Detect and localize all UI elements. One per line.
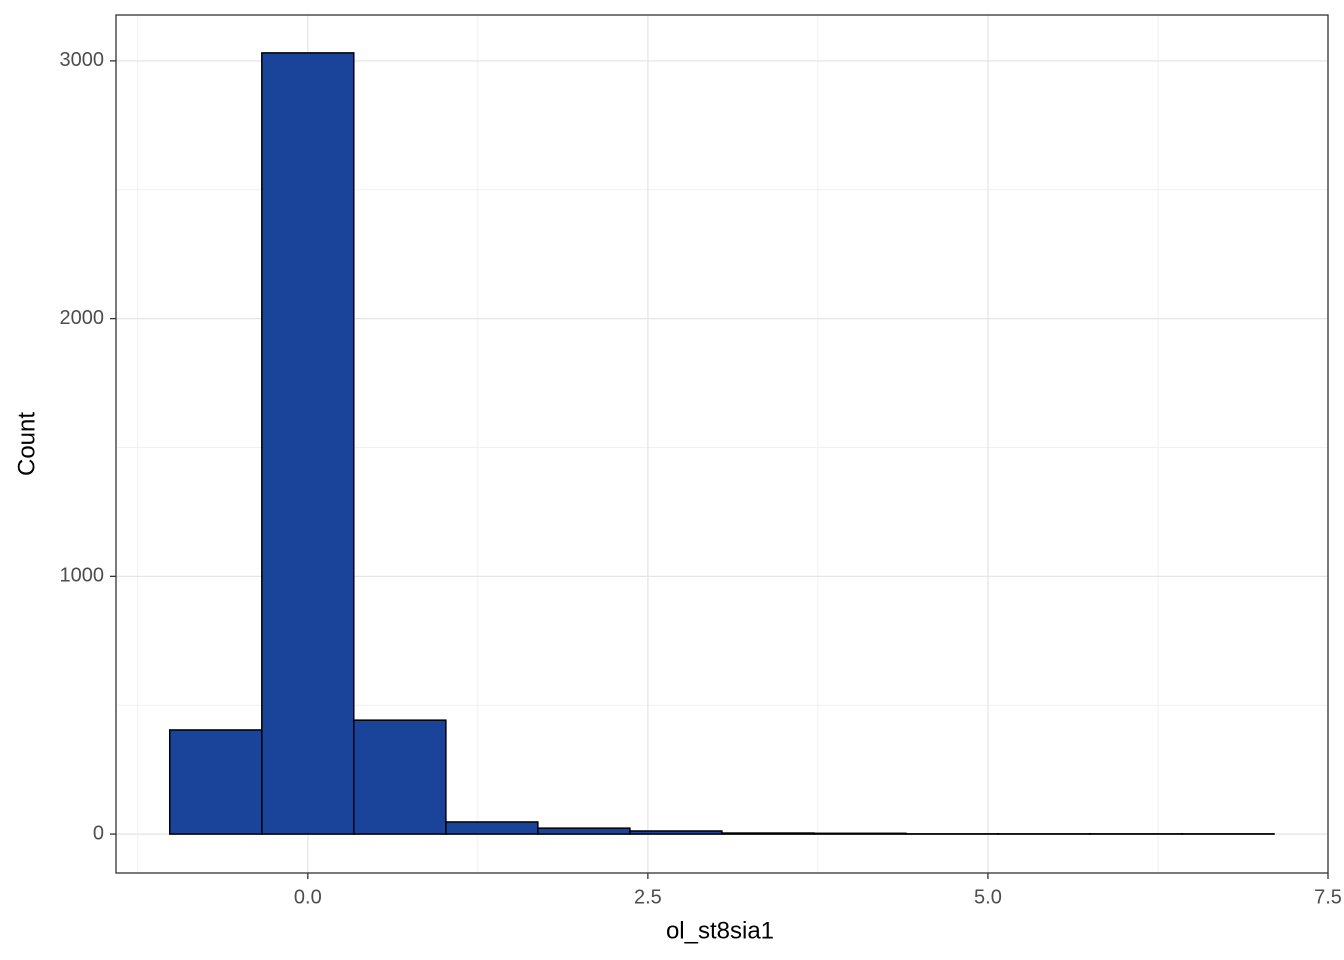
bar	[168, 729, 263, 835]
y-tick-label: 3000	[60, 49, 105, 71]
bar	[721, 832, 815, 835]
bar	[537, 827, 631, 835]
y-tick-label: 1000	[60, 565, 105, 587]
x-tick-label: 2.5	[634, 886, 662, 908]
x-tick-label: 7.5	[1314, 886, 1342, 908]
bar	[445, 821, 539, 835]
x-tick-label: 0.0	[294, 886, 322, 908]
y-tick-label: 0	[93, 822, 104, 844]
x-tick-label: 5.0	[974, 886, 1002, 908]
bars	[168, 52, 1275, 835]
bar	[813, 832, 907, 835]
bar	[353, 719, 447, 835]
y-tick-label: 2000	[60, 307, 105, 329]
bar	[629, 830, 723, 835]
panel-border	[115, 14, 1329, 874]
x-axis-title: ol_st8sia1	[666, 917, 774, 944]
y-axis-title: Count	[13, 412, 40, 476]
bar	[261, 52, 355, 835]
